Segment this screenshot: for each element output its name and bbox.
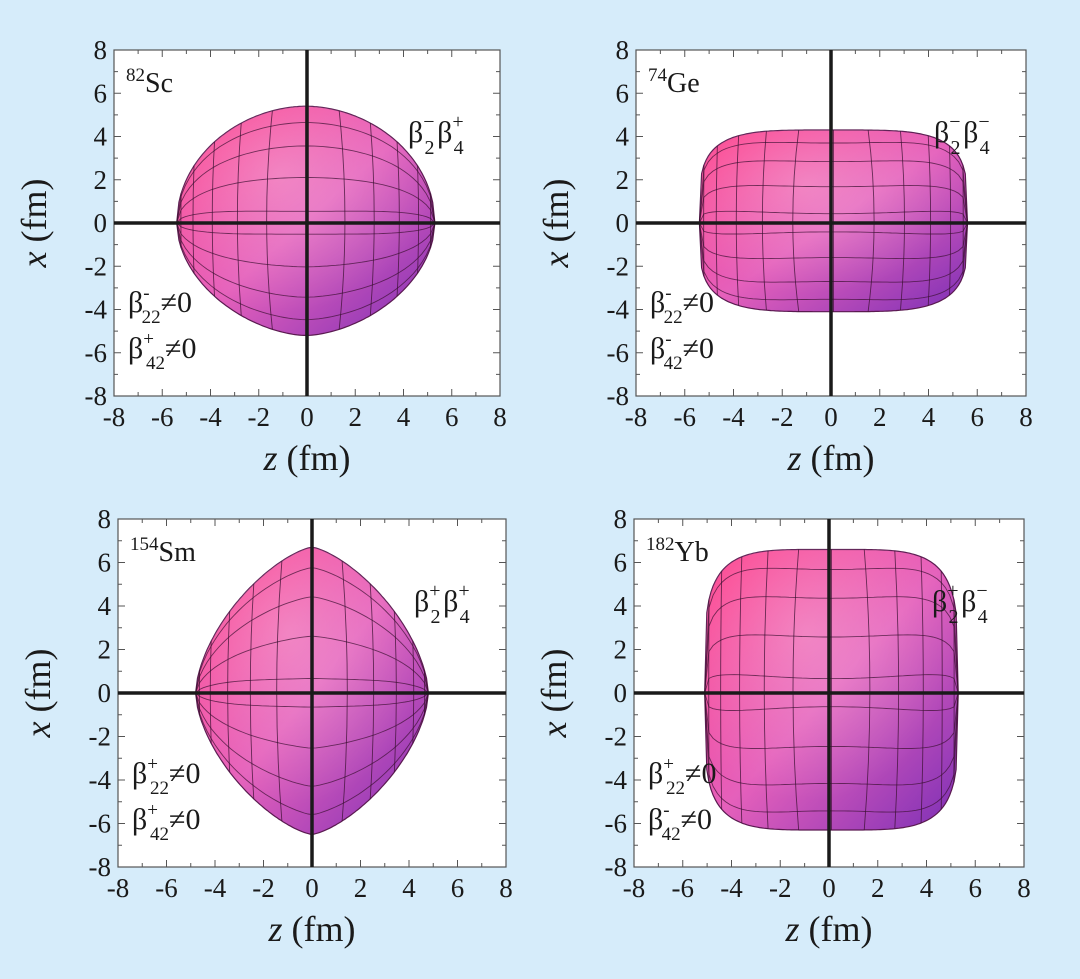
x-tick-label: -6 xyxy=(151,402,174,432)
y-tick-label: -8 xyxy=(85,381,108,411)
y-tick-label: -2 xyxy=(89,722,112,752)
y-tick-label: 4 xyxy=(94,122,108,152)
x-tick-label: -6 xyxy=(672,873,695,903)
x-tick-label: 6 xyxy=(971,402,985,432)
x-tick-label: 2 xyxy=(871,873,885,903)
y-tick-label: 0 xyxy=(614,678,628,708)
x-tick-label: 0 xyxy=(824,402,838,432)
x-tick-label: -2 xyxy=(771,402,794,432)
y-tick-label: 2 xyxy=(614,635,628,665)
y-tick-label: 0 xyxy=(616,208,630,238)
y-tick-label: 6 xyxy=(614,548,628,578)
x-tick-label: 8 xyxy=(493,402,507,432)
y-tick-label: -8 xyxy=(605,852,628,882)
y-tick-label: 8 xyxy=(98,504,112,534)
y-tick-label: -4 xyxy=(607,295,630,325)
y-tick-label: -6 xyxy=(89,809,112,839)
y-tick-label: 2 xyxy=(94,165,108,195)
y-axis-label: x (fm) xyxy=(534,649,574,739)
x-axis-label: z (fm) xyxy=(785,909,873,949)
x-tick-label: 2 xyxy=(354,873,368,903)
y-tick-label: 6 xyxy=(616,78,630,108)
x-tick-label: 4 xyxy=(397,402,411,432)
x-tick-label: 0 xyxy=(822,873,836,903)
x-tick-label: 2 xyxy=(873,402,887,432)
y-tick-label: -2 xyxy=(605,722,628,752)
x-tick-label: -4 xyxy=(722,402,745,432)
x-axis-label: z (fm) xyxy=(263,438,351,478)
y-axis-label: x (fm) xyxy=(14,179,54,269)
y-tick-label: -4 xyxy=(85,295,108,325)
y-tick-label: 0 xyxy=(94,208,108,238)
x-tick-label: 0 xyxy=(300,402,314,432)
y-tick-label: -8 xyxy=(89,852,112,882)
x-tick-label: -2 xyxy=(769,873,792,903)
x-tick-label: 8 xyxy=(1017,873,1031,903)
y-tick-label: -6 xyxy=(605,809,628,839)
y-tick-label: -2 xyxy=(607,251,630,281)
y-tick-label: -2 xyxy=(85,251,108,281)
y-tick-label: 6 xyxy=(94,78,108,108)
x-axis-label: z (fm) xyxy=(787,438,875,478)
y-tick-label: -4 xyxy=(605,765,628,795)
y-axis-label: x (fm) xyxy=(536,179,576,269)
x-tick-label: 4 xyxy=(402,873,416,903)
y-tick-label: 0 xyxy=(98,678,112,708)
y-tick-label: 4 xyxy=(616,122,630,152)
x-tick-label: 8 xyxy=(499,873,513,903)
x-tick-label: 4 xyxy=(922,402,936,432)
y-tick-label: -4 xyxy=(89,765,112,795)
x-tick-label: 6 xyxy=(969,873,983,903)
x-axis-label: z (fm) xyxy=(268,909,356,949)
y-tick-label: -6 xyxy=(85,338,108,368)
y-tick-label: 2 xyxy=(98,635,112,665)
x-tick-label: -4 xyxy=(199,402,222,432)
y-tick-label: -6 xyxy=(607,338,630,368)
y-tick-label: 4 xyxy=(614,591,628,621)
y-tick-label: 6 xyxy=(98,548,112,578)
y-tick-label: 8 xyxy=(616,35,630,65)
x-tick-label: 2 xyxy=(349,402,363,432)
y-tick-label: 2 xyxy=(616,165,630,195)
y-axis-label: x (fm) xyxy=(18,649,58,739)
x-tick-label: -6 xyxy=(155,873,178,903)
x-tick-label: -6 xyxy=(674,402,697,432)
x-tick-label: 6 xyxy=(445,402,459,432)
x-tick-label: 6 xyxy=(451,873,465,903)
y-tick-label: 8 xyxy=(94,35,108,65)
x-tick-label: -4 xyxy=(204,873,227,903)
y-tick-label: 4 xyxy=(98,591,112,621)
y-tick-label: 8 xyxy=(614,504,628,534)
x-tick-label: 4 xyxy=(920,873,934,903)
x-tick-label: -2 xyxy=(252,873,275,903)
y-tick-label: -8 xyxy=(607,381,630,411)
x-tick-label: -4 xyxy=(720,873,743,903)
x-tick-label: -2 xyxy=(248,402,271,432)
x-tick-label: 8 xyxy=(1019,402,1033,432)
x-tick-label: 0 xyxy=(305,873,319,903)
